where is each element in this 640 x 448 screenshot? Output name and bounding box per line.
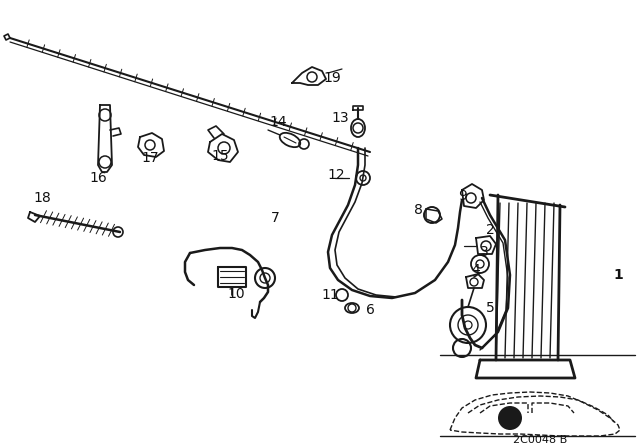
Text: 8: 8	[413, 203, 422, 217]
Text: 19: 19	[323, 71, 341, 85]
Text: 9: 9	[459, 189, 467, 203]
Text: 6: 6	[365, 303, 374, 317]
Text: 14: 14	[269, 115, 287, 129]
Text: 18: 18	[33, 191, 51, 205]
Text: 10: 10	[227, 287, 245, 301]
Text: 7: 7	[271, 211, 280, 225]
Text: 2C0048 B: 2C0048 B	[513, 435, 567, 445]
Text: 16: 16	[89, 171, 107, 185]
Text: 5: 5	[486, 301, 494, 315]
Text: 2: 2	[486, 223, 494, 237]
Text: 3: 3	[479, 245, 488, 259]
Text: 17: 17	[141, 151, 159, 165]
Text: 4: 4	[472, 263, 481, 277]
Text: 12: 12	[327, 168, 345, 182]
Circle shape	[498, 406, 522, 430]
Text: 15: 15	[211, 149, 229, 163]
Text: 13: 13	[331, 111, 349, 125]
Text: 11: 11	[321, 288, 339, 302]
Text: 1: 1	[613, 268, 623, 282]
